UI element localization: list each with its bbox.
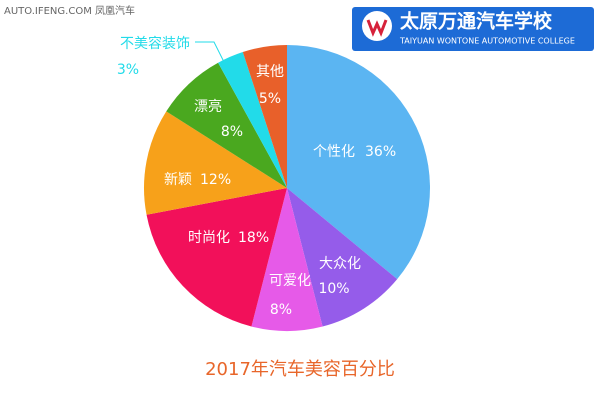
logo-icon-mark xyxy=(366,19,388,37)
pie-slice xyxy=(143,111,287,215)
slice-label: 时尚化 xyxy=(188,230,230,246)
value-label: 18% xyxy=(238,230,269,246)
pie-slice xyxy=(287,188,398,327)
leader-line xyxy=(195,41,227,67)
pie-slice xyxy=(146,188,287,327)
value-label: 10% xyxy=(318,281,349,297)
pie-slice xyxy=(218,51,287,188)
logo-box xyxy=(352,7,594,51)
pie-slice xyxy=(242,45,287,188)
value-label: 3% xyxy=(117,62,139,78)
value-label: 8% xyxy=(221,124,243,140)
slice-label: 可爱化 xyxy=(269,273,311,289)
slice-label: 其他 xyxy=(256,64,284,80)
slice-label: 新颖 xyxy=(164,172,192,188)
pie-slice xyxy=(166,62,287,189)
pie-slice xyxy=(287,45,430,280)
watermark: AUTO.IFENG.COM 凤凰汽车 xyxy=(4,4,135,17)
logo-subtitle: TAIYUAN WONTONE AUTOMOTIVE COLLEGE xyxy=(399,37,575,46)
slice-label: 大众化 xyxy=(319,256,361,272)
logo-name: 太原万通汽车学校 xyxy=(400,10,553,33)
slice-label: 不美容装饰 xyxy=(120,35,190,52)
chart-title: 2017年汽车美容百分比 xyxy=(205,359,395,380)
slice-label: 个性化 xyxy=(313,144,355,160)
value-label: 5% xyxy=(259,91,281,107)
value-label: 8% xyxy=(270,302,292,318)
value-label: 36% xyxy=(365,144,396,160)
pie-slice xyxy=(251,188,323,331)
value-label: 12% xyxy=(200,172,231,188)
slice-label: 漂亮 xyxy=(194,98,222,115)
